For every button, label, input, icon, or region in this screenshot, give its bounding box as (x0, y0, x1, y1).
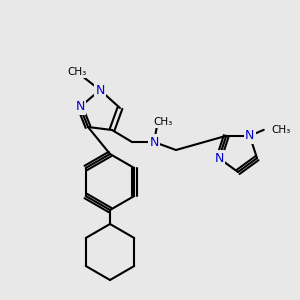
Text: N: N (95, 83, 105, 97)
Text: N: N (214, 152, 224, 165)
Text: CH₃: CH₃ (153, 117, 172, 127)
Text: CH₃: CH₃ (272, 125, 291, 135)
Text: N: N (245, 129, 254, 142)
Text: N: N (75, 100, 85, 113)
Text: CH₃: CH₃ (68, 67, 87, 77)
Text: N: N (149, 136, 159, 148)
